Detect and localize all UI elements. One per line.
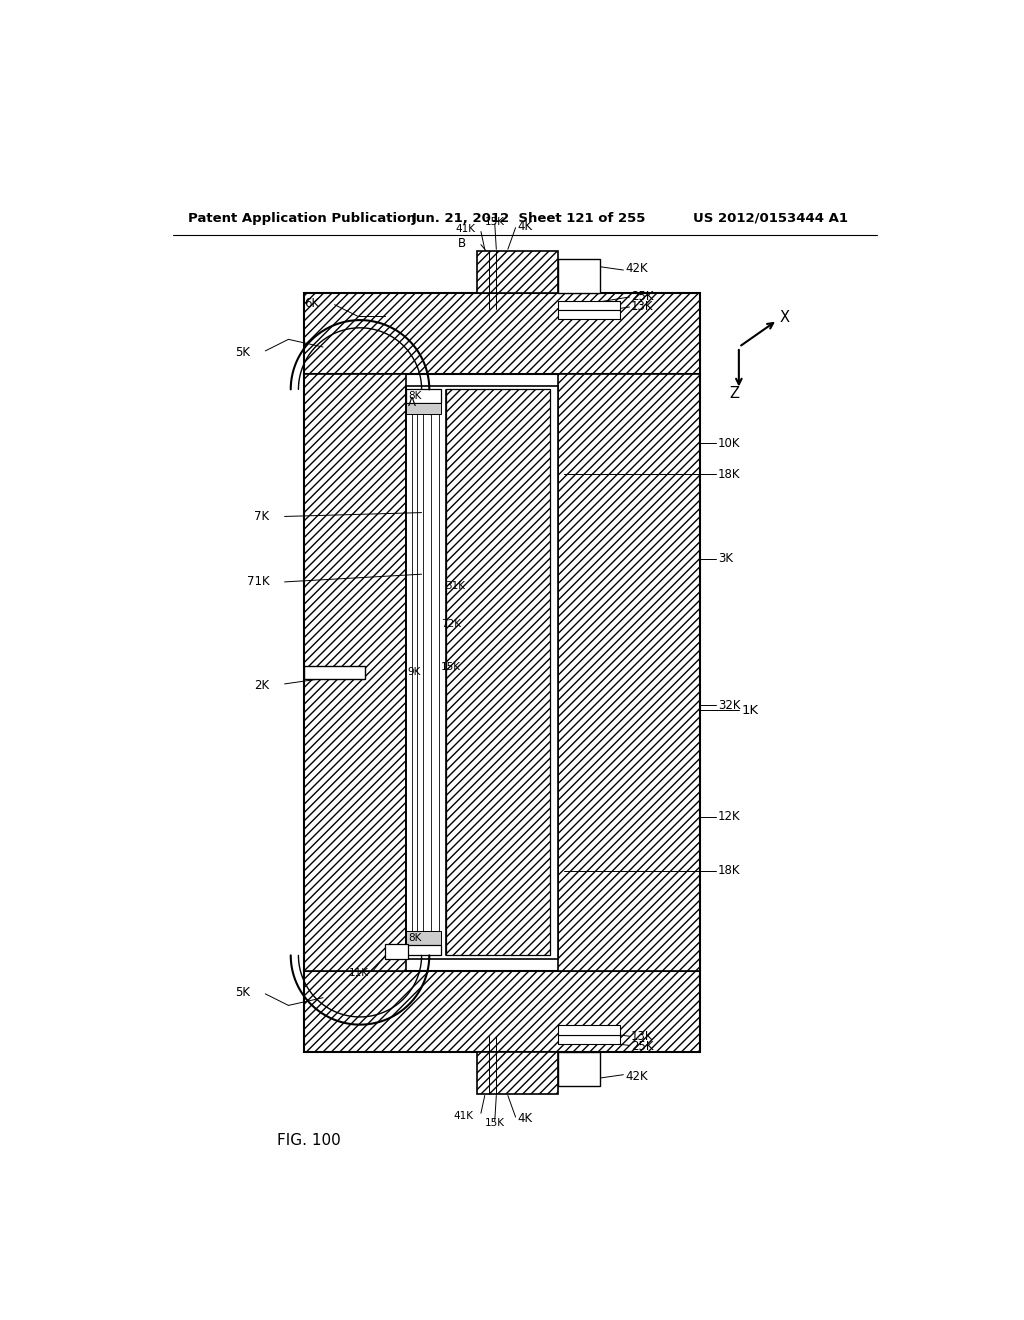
Text: 5K: 5K [234, 346, 250, 359]
Bar [407, 385, 558, 960]
Text: B: B [458, 236, 466, 249]
Text: 8K: 8K [408, 391, 421, 401]
Bar [558, 1035, 620, 1044]
Text: 7K: 7K [254, 510, 269, 523]
Text: 5K: 5K [234, 986, 250, 999]
Text: 15K: 15K [484, 1118, 505, 1129]
Bar [407, 404, 441, 414]
Bar [304, 667, 366, 678]
Text: 4K: 4K [517, 1111, 532, 1125]
Bar [558, 259, 600, 293]
Bar [304, 374, 407, 970]
Text: 31K: 31K [444, 581, 465, 591]
Text: 18K: 18K [718, 865, 740, 878]
Bar [477, 1052, 558, 1094]
Bar [385, 944, 408, 960]
Text: Patent Application Publication: Patent Application Publication [188, 213, 416, 224]
Text: 2K: 2K [254, 678, 269, 692]
Bar [558, 310, 620, 319]
Text: Z: Z [730, 385, 739, 401]
Bar [558, 1026, 620, 1035]
Bar [558, 1052, 600, 1086]
Text: 25K: 25K [631, 1040, 653, 1053]
Text: 11K: 11K [349, 968, 370, 978]
Text: X: X [779, 310, 790, 325]
Text: 32K: 32K [718, 698, 740, 711]
Text: 8K: 8K [408, 933, 421, 942]
Text: 41K: 41K [456, 224, 475, 234]
Text: Jun. 21, 2012  Sheet 121 of 255: Jun. 21, 2012 Sheet 121 of 255 [412, 213, 646, 224]
Bar [304, 970, 700, 1052]
Text: 72K: 72K [441, 619, 461, 630]
Text: 42K: 42K [626, 1069, 648, 1082]
Bar [304, 293, 700, 374]
Text: A: A [408, 396, 416, 409]
Text: 15K: 15K [441, 661, 461, 672]
Text: 13K: 13K [631, 1031, 653, 1044]
Text: 25K: 25K [631, 289, 653, 302]
Bar [407, 389, 441, 404]
Text: 71K: 71K [247, 576, 269, 589]
Text: 9K: 9K [408, 667, 421, 677]
Bar [407, 931, 441, 945]
Text: 1K: 1K [741, 704, 759, 717]
Bar [558, 374, 700, 970]
Text: 41K: 41K [454, 1110, 473, 1121]
Text: FIG. 100: FIG. 100 [276, 1133, 341, 1147]
Text: 12K: 12K [718, 810, 740, 824]
Text: US 2012/0153444 A1: US 2012/0153444 A1 [692, 213, 848, 224]
Text: 15K: 15K [484, 216, 505, 227]
Text: 13K: 13K [631, 300, 653, 313]
Text: 3K: 3K [718, 552, 733, 565]
Text: 42K: 42K [626, 261, 648, 275]
Bar [446, 389, 550, 956]
Text: 18K: 18K [718, 467, 740, 480]
Text: 10K: 10K [718, 437, 740, 450]
Text: 6K: 6K [304, 297, 319, 310]
Bar [477, 251, 558, 293]
Text: 4K: 4K [517, 219, 532, 232]
Bar [558, 301, 620, 310]
Bar [407, 945, 441, 956]
